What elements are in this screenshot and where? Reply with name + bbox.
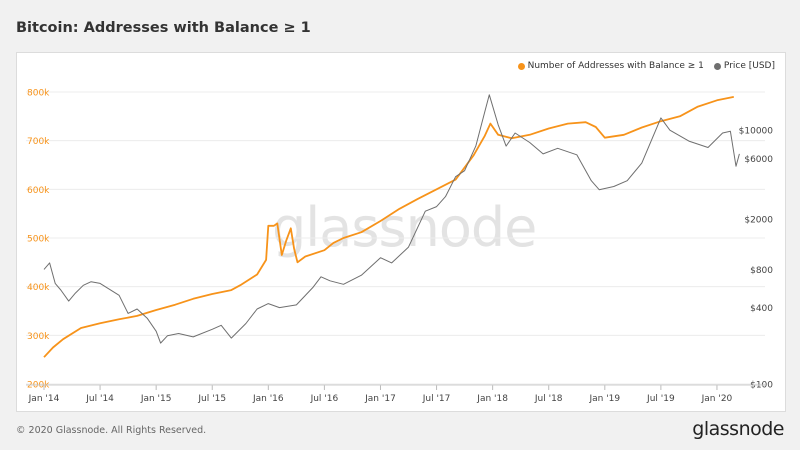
- y-right-tick-5: $10000: [739, 127, 774, 137]
- y-left-tick-4: 600k: [27, 186, 50, 196]
- x-tick-5: Jul '16: [310, 394, 339, 404]
- legend-item-price[interactable]: Price [USD]: [713, 61, 775, 71]
- series-line-price: [43, 94, 740, 344]
- x-tick-3: Jul '15: [197, 394, 226, 404]
- y-left-tick-6: 800k: [27, 89, 50, 99]
- x-tick-10: Jan '19: [588, 394, 620, 404]
- x-tick-4: Jan '16: [252, 394, 284, 404]
- y-left-tick-3: 500k: [27, 235, 50, 245]
- y-right-tick-2: $800: [750, 266, 773, 276]
- legend-label-addresses: Number of Addresses with Balance ≥ 1: [527, 61, 704, 71]
- y-right-tick-1: $400: [750, 304, 773, 314]
- x-tick-11: Jul '19: [646, 394, 675, 404]
- x-tick-1: Jul '14: [85, 394, 114, 404]
- legend-dot-addresses: [517, 62, 525, 70]
- legend-label-price: Price [USD]: [723, 61, 775, 71]
- x-tick-9: Jul '18: [534, 394, 563, 404]
- brand-logo: glassnode: [692, 418, 784, 440]
- legend: Number of Addresses with Balance ≥ 1 Pri…: [517, 61, 775, 71]
- chart-panel: [16, 52, 786, 412]
- legend-item-addresses[interactable]: Number of Addresses with Balance ≥ 1: [517, 61, 704, 71]
- y-left-tick-2: 400k: [27, 283, 50, 293]
- x-tick-8: Jan '18: [476, 394, 508, 404]
- x-tick-6: Jan '17: [364, 394, 396, 404]
- chart-title: Bitcoin: Addresses with Balance ≥ 1: [16, 20, 311, 36]
- x-tick-12: Jan '20: [701, 394, 733, 404]
- copyright: © 2020 Glassnode. All Rights Reserved.: [16, 425, 207, 436]
- x-tick-0: Jan '14: [28, 394, 60, 404]
- series-line-addresses: [43, 96, 734, 358]
- x-tick-2: Jan '15: [140, 394, 172, 404]
- x-tick-7: Jul '17: [422, 394, 451, 404]
- y-left-tick-1: 300k: [27, 332, 50, 342]
- y-right-tick-3: $2000: [744, 215, 773, 225]
- y-left-tick-5: 700k: [27, 137, 50, 147]
- legend-dot-price: [713, 62, 721, 70]
- y-right-tick-4: $6000: [744, 155, 773, 165]
